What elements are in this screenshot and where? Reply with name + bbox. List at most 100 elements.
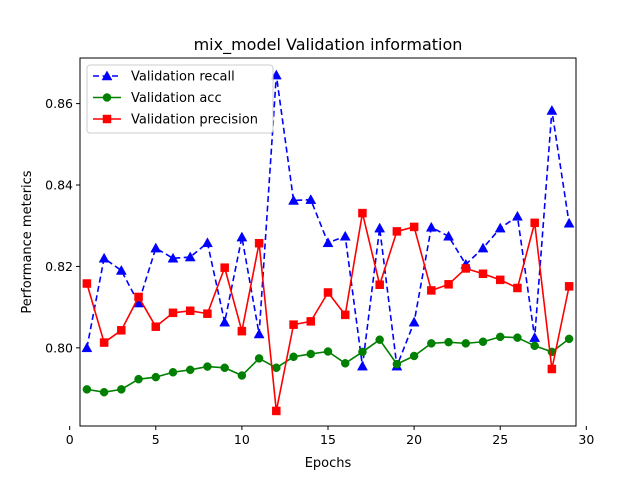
- data-point-validation-precision: [513, 283, 522, 293]
- data-point-validation-recall: [408, 316, 420, 327]
- data-point-validation-recall: [81, 342, 93, 353]
- data-point-validation-recall: [270, 69, 282, 80]
- data-point-validation-acc: [495, 332, 505, 342]
- data-point-validation-recall: [339, 230, 351, 241]
- legend-box: [86, 64, 274, 134]
- data-point-validation-recall: [167, 252, 179, 263]
- data-point-validation-recall: [305, 194, 317, 204]
- legend-swatch-marker: [102, 114, 112, 124]
- data-point-validation-precision: [203, 309, 212, 318]
- data-point-validation-acc: [375, 335, 384, 344]
- data-point-validation-precision: [392, 227, 402, 236]
- data-point-validation-recall: [374, 222, 386, 233]
- x-tick-label: 15: [320, 432, 336, 447]
- legend-swatch-marker: [101, 70, 113, 81]
- y-axis: 0.80 0.82 0.84 0.86: [45, 96, 80, 355]
- data-point-validation-recall: [236, 231, 248, 242]
- y-tick-label: 0.82: [45, 259, 73, 274]
- data-point-validation-precision: [99, 338, 109, 347]
- data-point-validation-acc: [530, 341, 539, 351]
- data-point-validation-precision: [340, 310, 350, 320]
- data-point-validation-acc: [478, 337, 488, 346]
- data-point-validation-recall: [546, 104, 558, 115]
- data-point-validation-acc: [444, 337, 453, 347]
- data-point-validation-recall: [477, 242, 489, 253]
- data-point-validation-precision: [151, 322, 161, 331]
- data-point-validation-recall: [184, 251, 196, 262]
- data-point-validation-precision: [289, 320, 298, 329]
- data-point-validation-precision: [375, 280, 384, 289]
- data-point-validation-recall: [202, 237, 213, 248]
- legend-entry-validation-recall: Validation recall: [93, 70, 235, 85]
- series-validation-acc: [82, 332, 574, 397]
- data-point-validation-acc: [427, 339, 436, 348]
- x-tick-label: 5: [152, 432, 160, 447]
- y-tick-label: 0.84: [45, 178, 73, 193]
- plot-area: [79, 57, 577, 427]
- data-point-validation-precision: [530, 218, 539, 228]
- legend-label: Validation precision: [131, 113, 258, 128]
- data-point-validation-precision: [564, 282, 574, 291]
- x-tick-label: 25: [492, 432, 508, 447]
- data-point-validation-recall: [288, 194, 299, 205]
- data-point-validation-precision: [427, 286, 436, 295]
- data-point-validation-acc: [99, 387, 109, 397]
- data-point-validation-precision: [185, 306, 195, 316]
- data-point-validation-acc: [272, 363, 281, 373]
- data-point-validation-precision: [220, 263, 229, 272]
- data-point-validation-precision: [306, 317, 316, 326]
- data-point-validation-acc: [220, 363, 229, 373]
- x-tick-label: 20: [406, 432, 422, 447]
- x-tick-label: 10: [234, 432, 250, 447]
- data-point-validation-recall: [253, 328, 265, 339]
- data-point-validation-acc: [340, 359, 350, 368]
- data-point-validation-precision: [409, 222, 419, 232]
- data-point-validation-recall: [494, 222, 506, 233]
- data-point-validation-acc: [323, 347, 333, 356]
- chart-title: mix_model Validation information: [194, 35, 463, 55]
- data-point-validation-acc: [358, 347, 367, 357]
- data-point-validation-precision: [82, 279, 92, 288]
- data-point-validation-acc: [289, 352, 298, 362]
- x-tick-label: 30: [578, 432, 594, 447]
- legend-entry-validation-precision: Validation precision: [93, 113, 258, 128]
- data-point-validation-precision: [478, 269, 488, 279]
- data-point-validation-precision: [117, 326, 126, 335]
- data-point-validation-acc: [306, 349, 316, 359]
- data-point-validation-recall: [322, 237, 334, 248]
- data-point-validation-precision: [237, 326, 247, 336]
- data-point-validation-recall: [425, 221, 437, 232]
- data-point-validation-precision: [547, 364, 557, 374]
- series-layer: [81, 69, 575, 416]
- data-point-validation-acc: [82, 385, 92, 394]
- x-axis: 0 5 10 15 20 25 30: [66, 426, 594, 447]
- data-point-validation-recall: [357, 360, 368, 371]
- legend: Validation recall Validation acc Validatio…: [86, 64, 274, 134]
- data-point-validation-precision: [168, 308, 178, 318]
- legend-entries: Validation recall Validation acc Validatio…: [93, 70, 258, 128]
- data-point-validation-recall: [150, 242, 162, 253]
- y-axis-title: Performance meterics: [20, 170, 35, 313]
- data-point-validation-acc: [409, 351, 419, 361]
- data-point-validation-acc: [254, 354, 264, 363]
- x-axis-title: Epochs: [305, 456, 352, 471]
- data-point-validation-recall: [115, 264, 127, 275]
- data-point-validation-acc: [237, 371, 247, 380]
- series-validation-recall: [81, 69, 575, 371]
- data-point-validation-recall: [512, 210, 523, 221]
- data-point-validation-precision: [254, 238, 264, 248]
- data-point-validation-acc: [513, 333, 522, 342]
- data-point-validation-recall: [98, 252, 110, 263]
- data-point-validation-acc: [134, 374, 143, 384]
- legend-swatch-marker: [102, 93, 112, 102]
- data-point-validation-acc: [392, 359, 402, 369]
- data-point-validation-precision: [272, 406, 281, 416]
- legend-label: Validation acc: [131, 91, 222, 106]
- legend-entry-validation-acc: Validation acc: [93, 91, 222, 106]
- x-tick-label: 0: [66, 432, 74, 447]
- data-point-validation-precision: [134, 292, 143, 302]
- data-point-validation-acc: [168, 368, 178, 377]
- legend-label: Validation recall: [131, 70, 235, 85]
- data-point-validation-recall: [443, 230, 454, 241]
